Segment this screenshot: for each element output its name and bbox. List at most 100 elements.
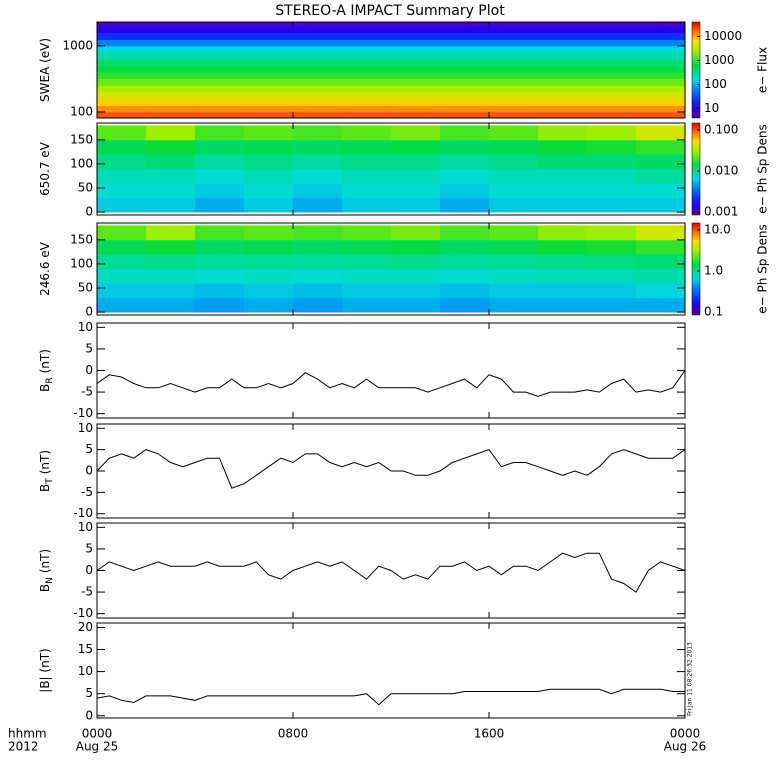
heatmap-cell (636, 268, 686, 284)
heatmap-cell (538, 197, 588, 213)
heatmap-cell (97, 26, 686, 33)
heatmap-cell (587, 154, 637, 170)
heatmap-cell (244, 125, 294, 141)
y-tick-label: -10 (73, 506, 93, 520)
y-tick-label: 10 (78, 664, 93, 678)
heatmap-cell (440, 225, 490, 241)
heatmap-cell (489, 139, 539, 155)
heatmap-cell (489, 125, 539, 141)
heatmap-cell (440, 268, 490, 284)
heatmap-cell (146, 139, 196, 155)
y-tick-label: -10 (73, 606, 93, 620)
heatmap-cell (391, 297, 441, 313)
heatmap-cell (293, 197, 343, 213)
heatmap-cell (391, 154, 441, 170)
heatmap-cell (636, 297, 686, 313)
heatmap-cell (636, 239, 686, 255)
timestamp: Fri Jan 11 08:26:32 2013 (687, 642, 694, 716)
heatmap-cell (293, 239, 343, 255)
x-tick-label: 1600 (474, 727, 505, 741)
heatmap-cell (146, 297, 196, 313)
plot-frame (96, 322, 686, 419)
y-axis-label: |B| (nT) (38, 648, 52, 692)
y-tick-label: 100 (70, 104, 93, 118)
heatmap-cell (636, 197, 686, 213)
heatmap-cell (489, 283, 539, 299)
heatmap-cell (440, 168, 490, 184)
heatmap-cell (97, 85, 686, 93)
heatmap-cell (195, 283, 245, 299)
heatmap-cell (440, 283, 490, 299)
y-tick-label: 15 (78, 642, 93, 656)
heatmap-cell (538, 183, 588, 199)
heatmap-cell (391, 225, 441, 241)
colorbar-tick-label: 0.001 (704, 205, 738, 219)
y-tick-label: 150 (70, 132, 93, 146)
heatmap-cell (146, 283, 196, 299)
heatmap-cell (636, 139, 686, 155)
heatmap-cell (538, 283, 588, 299)
heatmap-cell (587, 268, 637, 284)
heatmap-cell (538, 125, 588, 141)
colorbar-tick-label: 100 (704, 77, 727, 91)
heatmap-cell (342, 168, 392, 184)
heatmap-cell (293, 254, 343, 270)
heatmap-cell (440, 139, 490, 155)
heatmap-cell (636, 154, 686, 170)
heatmap-cell (636, 125, 686, 141)
heatmap-cell (97, 225, 147, 241)
heatmap-cell (146, 254, 196, 270)
x-axis-label: hhmm (8, 727, 47, 741)
heatmap-cell (342, 283, 392, 299)
plot-frame (96, 222, 686, 316)
y-axis-label: BN (nT) (38, 549, 55, 592)
heatmap-cell (342, 125, 392, 141)
y-label-unit: (nT) (38, 549, 52, 573)
heatmap-cell (587, 183, 637, 199)
x-tick-sublabel: Aug 26 (664, 740, 707, 754)
heatmap-cell (244, 297, 294, 313)
heatmap-cell (195, 254, 245, 270)
y-tick-label: 0 (85, 708, 93, 722)
heatmap-cell (538, 168, 588, 184)
y-label-text: 650.7 eV (38, 141, 52, 196)
heatmap-cell (391, 197, 441, 213)
y-tick-label: -5 (81, 385, 93, 399)
heatmap-cell (489, 268, 539, 284)
heatmap-cell (97, 105, 686, 113)
y-label-unit: (nT) (38, 450, 52, 474)
y-tick-label: 5 (85, 541, 93, 555)
heatmap-cell (195, 139, 245, 155)
y-tick-label: -5 (81, 485, 93, 499)
heatmap-cell (538, 239, 588, 255)
y-axis-label: 650.7 eV (38, 141, 52, 196)
heatmap-cell (538, 225, 588, 241)
heatmap-cell (293, 139, 343, 155)
y-axis-label: BT (nT) (38, 450, 55, 492)
y-label-text: 246.6 eV (38, 241, 52, 296)
heatmap-cell (342, 297, 392, 313)
y-tick-label: -5 (81, 585, 93, 599)
x-tick-sublabel: Aug 25 (76, 740, 119, 754)
heatmap-cell (97, 154, 147, 170)
heatmap-cell (538, 297, 588, 313)
heatmap-cell (342, 239, 392, 255)
heatmap-cell (587, 239, 637, 255)
heatmap-cell (538, 139, 588, 155)
heatmap-cell (587, 283, 637, 299)
panel: 0 5 10 15 20 |B| (nT) (38, 620, 686, 722)
heatmap-cell (97, 183, 147, 199)
heatmap-cell (97, 59, 686, 67)
heatmap-cell (293, 225, 343, 241)
heatmap-cell (244, 239, 294, 255)
heatmap-cell (97, 39, 686, 47)
heatmap-cell (293, 125, 343, 141)
heatmap-cell (342, 154, 392, 170)
heatmap-cell (244, 139, 294, 155)
heatmap-cell (244, 183, 294, 199)
heatmap-cell (636, 254, 686, 270)
heatmap-cell (97, 197, 147, 213)
y-tick-label: 10 (78, 320, 93, 334)
heatmap-cell (293, 268, 343, 284)
